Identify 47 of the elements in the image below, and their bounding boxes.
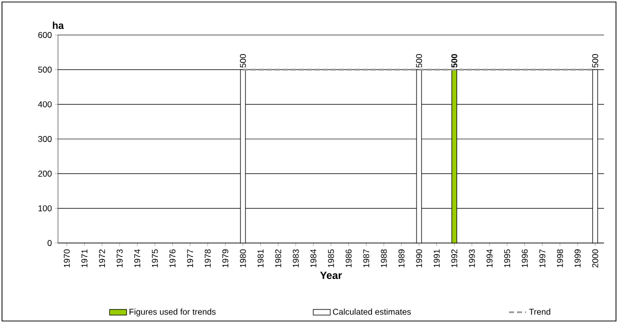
data-label: 500 (592, 54, 598, 68)
x-tick-label: 1993 (468, 249, 475, 268)
x-tick-label: 1980 (240, 249, 246, 268)
x-tick-label: 1983 (292, 249, 299, 268)
x-tick-label: 1998 (556, 249, 563, 268)
x-tick-label: 1979 (222, 249, 228, 268)
x-tick-label: 1991 (434, 249, 440, 268)
x-tick-label: 1976 (170, 249, 176, 268)
x-tick-label: 1985 (328, 249, 334, 268)
legend-label: Figures used for trends (130, 308, 216, 316)
x-tick-label: 1999 (574, 249, 581, 268)
y-tick-label: 300 (38, 136, 52, 142)
x-tick-label: 1973 (116, 249, 123, 268)
y-tick-label: 400 (38, 101, 52, 108)
x-tick-label: 1981 (258, 249, 264, 268)
data-label: 500 (416, 54, 422, 68)
x-tick-label: 1972 (99, 249, 106, 268)
x-tick-label: 1994 (486, 249, 493, 268)
x-tick-label: 1982 (275, 249, 282, 268)
x-tick-label: 1986 (346, 249, 352, 268)
y-axis-title: ha (52, 22, 64, 29)
y-tick-label: 0 (48, 240, 52, 246)
x-tick-label: 1975 (152, 249, 158, 268)
x-tick-label: 2000 (592, 249, 598, 268)
x-tick-label: 1984 (310, 249, 316, 268)
x-tick-label: 1987 (363, 249, 370, 268)
x-tick-label: 1989 (398, 249, 404, 268)
x-tick-label: 1988 (380, 249, 387, 268)
x-tick-label: 1978 (204, 249, 211, 268)
x-tick-label: 1992 (451, 249, 458, 268)
legend-label: Trend (529, 308, 550, 315)
data-label: 500 (240, 54, 246, 68)
x-tick-label: 1971 (81, 249, 88, 268)
x-tick-label: 1996 (522, 249, 528, 268)
x-tick-label: 1970 (64, 249, 70, 268)
legend-label: Calculated estimates (332, 308, 411, 315)
y-tick-label: 500 (38, 66, 52, 73)
data-label: 500 (451, 54, 458, 68)
y-tick-label: 100 (38, 205, 52, 212)
x-tick-label: 1977 (187, 249, 194, 268)
y-tick-label: 600 (38, 32, 52, 38)
x-tick-label: 1995 (504, 249, 510, 268)
x-tick-label: 1974 (134, 249, 140, 268)
x-axis-title: Year (320, 272, 342, 280)
y-tick-label: 200 (38, 170, 52, 177)
x-tick-label: 1997 (539, 249, 546, 268)
x-tick-label: 1990 (416, 249, 422, 268)
